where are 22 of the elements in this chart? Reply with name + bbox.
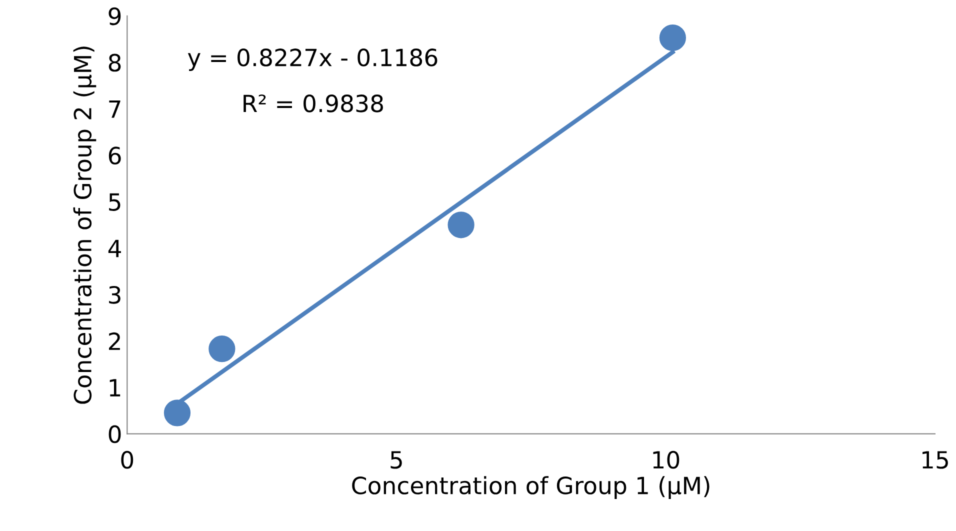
y-tick-label: 8	[108, 54, 121, 72]
annotation: R² = 0.9838	[244, 94, 383, 112]
y-tick-label: 1	[110, 379, 120, 396]
y-tick-label: 0	[108, 425, 121, 444]
y-tick-label: 3	[109, 286, 120, 304]
point	[659, 24, 686, 52]
y-tick-label: 2	[108, 332, 120, 350]
y-tick-label: 4	[108, 240, 121, 258]
annotation: y = 0.8227x - 0.1186	[188, 48, 438, 71]
point	[208, 336, 236, 362]
point	[164, 400, 191, 426]
x-tick-label: 15	[922, 451, 948, 469]
x-tick-label: 5	[390, 451, 402, 469]
point	[448, 212, 474, 238]
y-axis-title: Concentration of Group 2 (µM)	[73, 46, 96, 404]
x-axis-title: Concentration of Group 1 (µM)	[352, 476, 710, 499]
y-tick-label: 6	[108, 146, 121, 165]
x-tick-label: 0	[121, 450, 134, 469]
x-tick-label: 10	[653, 450, 680, 469]
y-tick-label: 9	[108, 7, 121, 26]
y-tick-label: 5	[109, 193, 120, 211]
y-tick-label: 7	[109, 100, 120, 118]
